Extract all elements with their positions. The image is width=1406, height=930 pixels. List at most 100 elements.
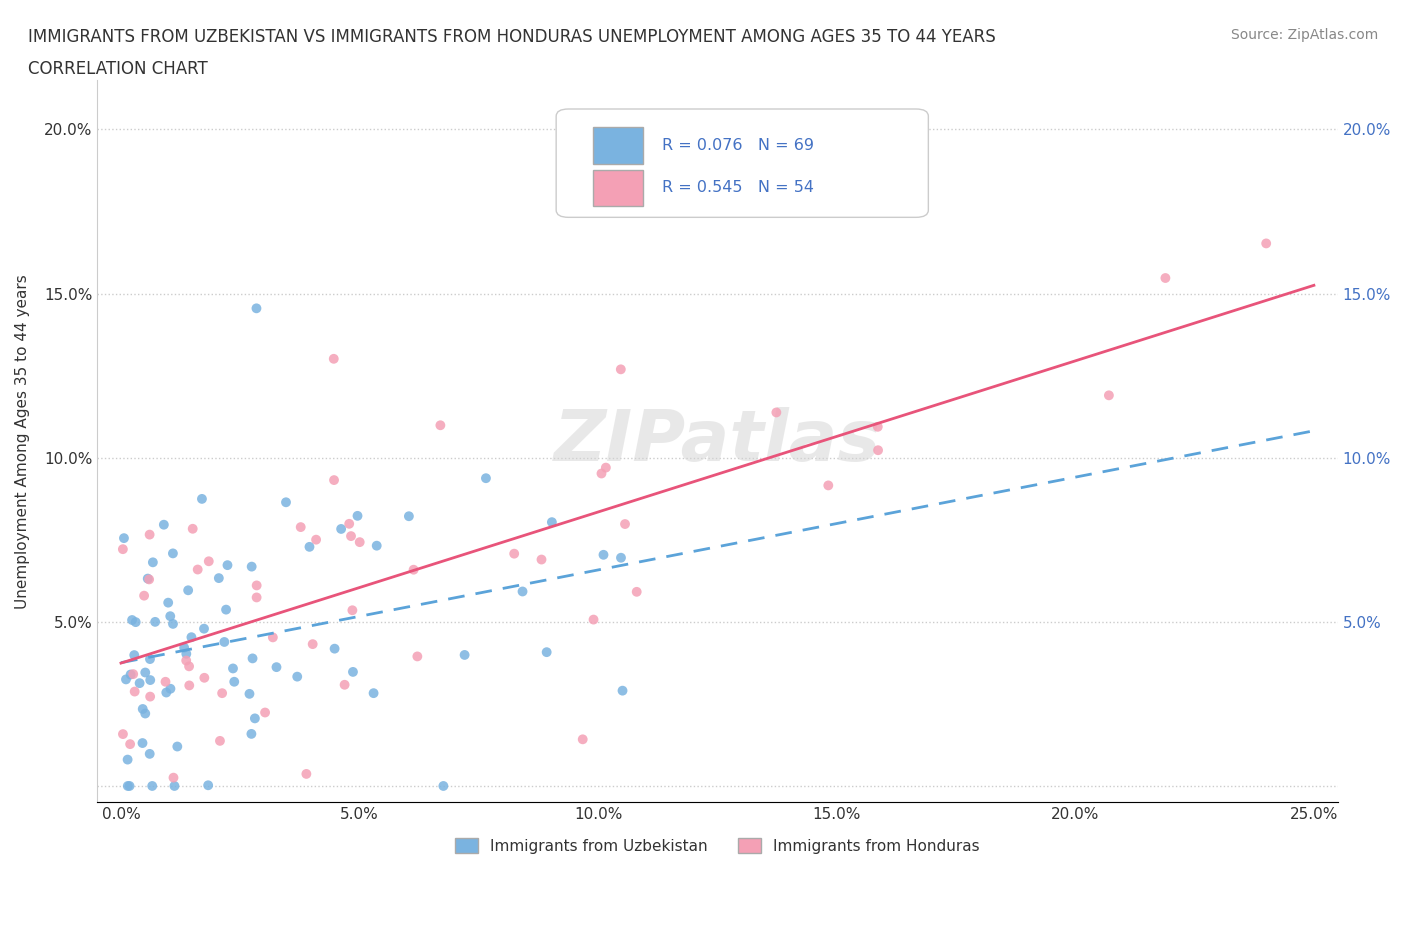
Point [363, 685, 385, 700]
Point [142, 555, 165, 570]
Point [582, 612, 605, 627]
Point [138, 527, 160, 542]
Point [242, 651, 264, 666]
Point [122, 667, 145, 682]
Point [118, 778, 141, 793]
Point [162, 546, 184, 561]
Point [614, 516, 637, 531]
Point [333, 677, 356, 692]
Point [298, 539, 321, 554]
Point [342, 664, 364, 679]
Point [139, 689, 162, 704]
Point [402, 563, 425, 578]
Point [132, 589, 155, 604]
Point [180, 630, 202, 644]
Point [301, 637, 323, 652]
Point [366, 538, 388, 553]
Point [120, 737, 142, 751]
Point [153, 517, 176, 532]
Point [266, 659, 288, 674]
Point [208, 734, 231, 749]
Point [211, 685, 233, 700]
Text: R = 0.076   N = 69: R = 0.076 N = 69 [662, 138, 814, 153]
Text: IMMIGRANTS FROM UZBEKISTAN VS IMMIGRANTS FROM HONDURAS UNEMPLOYMENT AMONG AGES 3: IMMIGRANTS FROM UZBEKISTAN VS IMMIGRANTS… [28, 28, 995, 46]
Point [139, 672, 162, 687]
Point [132, 701, 155, 716]
Point [191, 491, 214, 506]
Point [290, 520, 312, 535]
Point [323, 472, 346, 487]
Point [117, 752, 139, 767]
Point [817, 478, 839, 493]
Point [295, 766, 318, 781]
Point [536, 644, 558, 659]
Point [215, 603, 238, 618]
Point [111, 726, 134, 741]
Point [342, 603, 364, 618]
Point [274, 495, 297, 510]
Text: R = 0.545   N = 54: R = 0.545 N = 54 [662, 180, 814, 195]
Point [139, 652, 162, 667]
Point [187, 562, 209, 577]
Point [503, 546, 526, 561]
Point [176, 646, 198, 661]
Point [571, 732, 593, 747]
Point [174, 653, 197, 668]
Point [112, 531, 135, 546]
Point [159, 609, 181, 624]
Point [138, 747, 160, 762]
FancyBboxPatch shape [557, 109, 928, 218]
Point [246, 590, 269, 604]
Point [254, 705, 277, 720]
Point [610, 362, 633, 377]
Point [1098, 388, 1121, 403]
Point [610, 551, 633, 565]
Point [143, 615, 166, 630]
Point [197, 554, 219, 569]
Point [592, 548, 614, 563]
Point [121, 613, 143, 628]
Point [530, 552, 553, 567]
Point [136, 571, 159, 586]
Point [134, 706, 156, 721]
Point [429, 418, 451, 432]
Text: ZIPatlas: ZIPatlas [554, 406, 882, 476]
Point [322, 352, 344, 366]
Point [612, 684, 634, 698]
Point [305, 532, 328, 547]
Point [217, 558, 239, 573]
Point [1154, 271, 1177, 286]
Point [349, 535, 371, 550]
Point [214, 634, 236, 649]
Point [166, 739, 188, 754]
Point [406, 649, 429, 664]
Point [240, 559, 263, 574]
Point [155, 674, 177, 689]
Point [193, 671, 215, 685]
Point [111, 542, 134, 557]
Point [1256, 236, 1278, 251]
Point [626, 584, 648, 599]
Point [124, 684, 146, 699]
Text: CORRELATION CHART: CORRELATION CHART [28, 60, 208, 78]
Point [398, 509, 420, 524]
Bar [593, 169, 643, 206]
Point [246, 578, 269, 592]
Point [432, 778, 454, 793]
Point [155, 685, 177, 700]
Point [330, 522, 353, 537]
Point [197, 777, 219, 792]
Point [224, 674, 246, 689]
Point [162, 770, 184, 785]
Point [181, 522, 204, 537]
Point [163, 778, 186, 793]
Point [208, 571, 231, 586]
Point [122, 647, 145, 662]
Point [138, 572, 160, 587]
Point [125, 615, 148, 630]
Point [117, 778, 139, 793]
Point [512, 584, 534, 599]
Bar [593, 127, 643, 164]
Point [238, 686, 260, 701]
Point [134, 665, 156, 680]
